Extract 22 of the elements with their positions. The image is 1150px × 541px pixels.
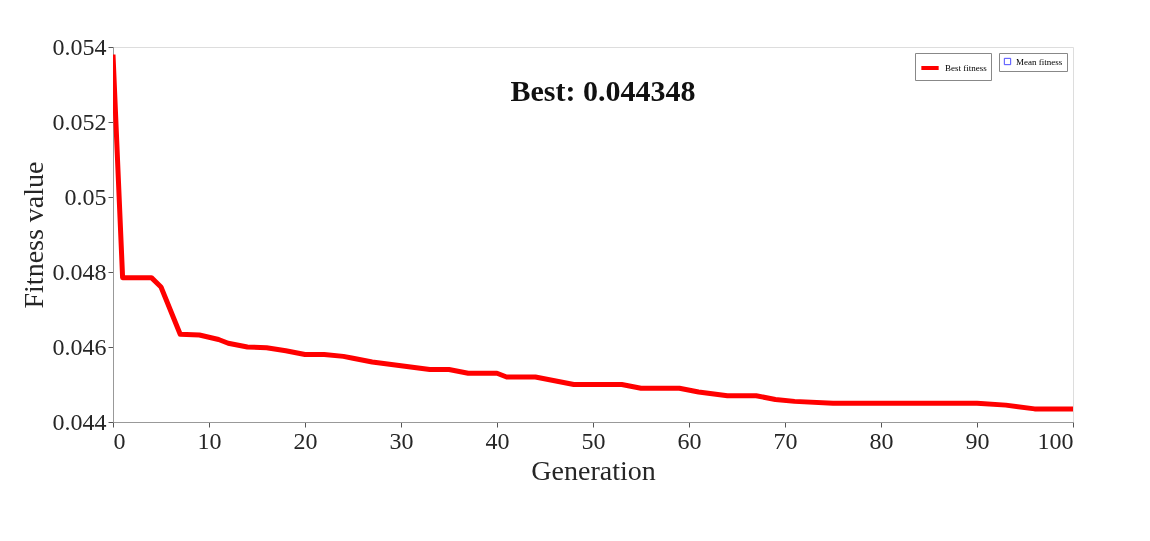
x-axis-title: Generation [531,454,656,486]
x-tick-label: 10 [197,427,222,454]
x-tick-label: 70 [773,427,798,454]
y-tick-label: 0.046 [52,333,107,360]
x-tick-label: 60 [677,427,702,454]
y-tick-label: 0.044 [52,408,107,435]
y-tick-label: 0.05 [64,183,107,210]
y-tick-label: 0.048 [52,258,107,285]
y-tick-label: 0.052 [52,108,107,135]
legend-label: Mean fitness [1016,56,1063,67]
x-tick-label: 40 [485,427,510,454]
x-tick-label: 30 [389,427,414,454]
legend-label: Best fitness [945,63,988,73]
y-tick-label: 0.054 [52,33,107,60]
x-tick-label: 20 [293,427,318,454]
x-tick-label: 0 [113,427,126,454]
x-tick-label: 100 [1037,427,1074,454]
x-tick-label: 50 [581,427,606,454]
x-tick-label: 80 [869,427,894,454]
text: Best: 0.044348 [510,74,696,107]
y-axis-title: Fitness value [17,161,49,309]
x-tick-label: 90 [965,427,990,454]
